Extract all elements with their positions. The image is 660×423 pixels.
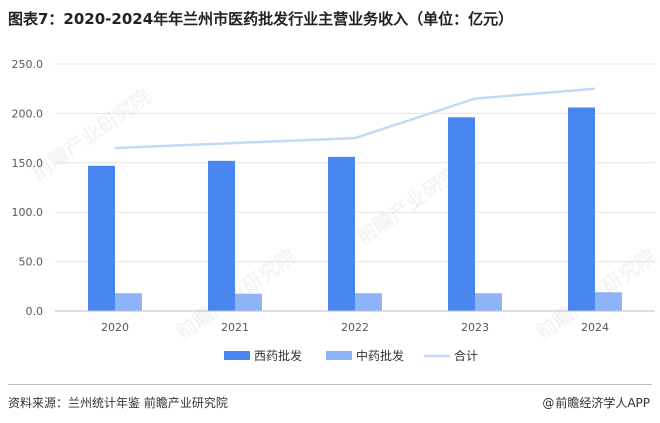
legend-swatch xyxy=(224,351,250,360)
legend-swatch xyxy=(326,351,352,360)
y-tick-label: 0.0 xyxy=(26,305,44,318)
y-tick-label: 200.0 xyxy=(12,107,44,120)
y-tick-label: 250.0 xyxy=(12,58,44,71)
total-line xyxy=(114,87,596,150)
y-tick-label: 100.0 xyxy=(12,206,44,219)
bar-western-medicine xyxy=(448,117,475,312)
bar-western-medicine xyxy=(328,156,355,311)
x-axis: 2020 2021 2022 2023 2024 xyxy=(55,310,655,334)
footer: 资料来源：兰州统计年鉴 前瞻产业研究院 @前瞻经济学人APP xyxy=(0,384,660,423)
bar-western-medicine xyxy=(208,160,235,311)
x-tick-label: 2024 xyxy=(581,321,609,334)
bar-chinese-medicine xyxy=(115,293,142,311)
y-tick-label: 150.0 xyxy=(12,157,44,170)
at-icon: @ xyxy=(542,396,555,410)
attribution: @前瞻经济学人APP xyxy=(542,394,650,411)
legend-label: 西药批发 xyxy=(254,348,302,363)
revenue-chart: 前瞻产业研究院前瞻产业研究院前瞻产业研究院前瞻产业研究院 0.050.0100.… xyxy=(12,58,660,363)
bar-western-medicine xyxy=(88,165,115,311)
total-line-group xyxy=(114,87,596,150)
legend-label: 中药批发 xyxy=(356,348,404,363)
bar-chinese-medicine xyxy=(595,292,622,311)
bar-chinese-medicine xyxy=(475,293,502,311)
x-tick-label: 2020 xyxy=(101,321,129,334)
source-note: 资料来源：兰州统计年鉴 前瞻产业研究院 xyxy=(8,396,228,410)
y-tick-label: 50.0 xyxy=(19,256,44,269)
bar-chinese-medicine xyxy=(235,293,262,311)
legend: 西药批发 中药批发 合计 xyxy=(224,348,478,363)
bar-western-medicine xyxy=(568,107,595,311)
attribution-label: 前瞻经济学人APP xyxy=(555,396,650,410)
x-tick-label: 2023 xyxy=(461,321,489,334)
y-axis-ticks: 0.0 50.0 100.0 150.0 200.0 250.0 xyxy=(12,58,44,318)
legend-label: 合计 xyxy=(454,348,478,363)
bar-chinese-medicine xyxy=(355,293,382,311)
footer-divider xyxy=(8,384,652,385)
chart-title: 图表7：2020-2024年年兰州市医药批发行业主营业务收入（单位：亿元） xyxy=(8,10,514,28)
x-tick-label: 2022 xyxy=(341,321,369,334)
x-tick-label: 2021 xyxy=(221,321,249,334)
bars xyxy=(88,107,622,312)
